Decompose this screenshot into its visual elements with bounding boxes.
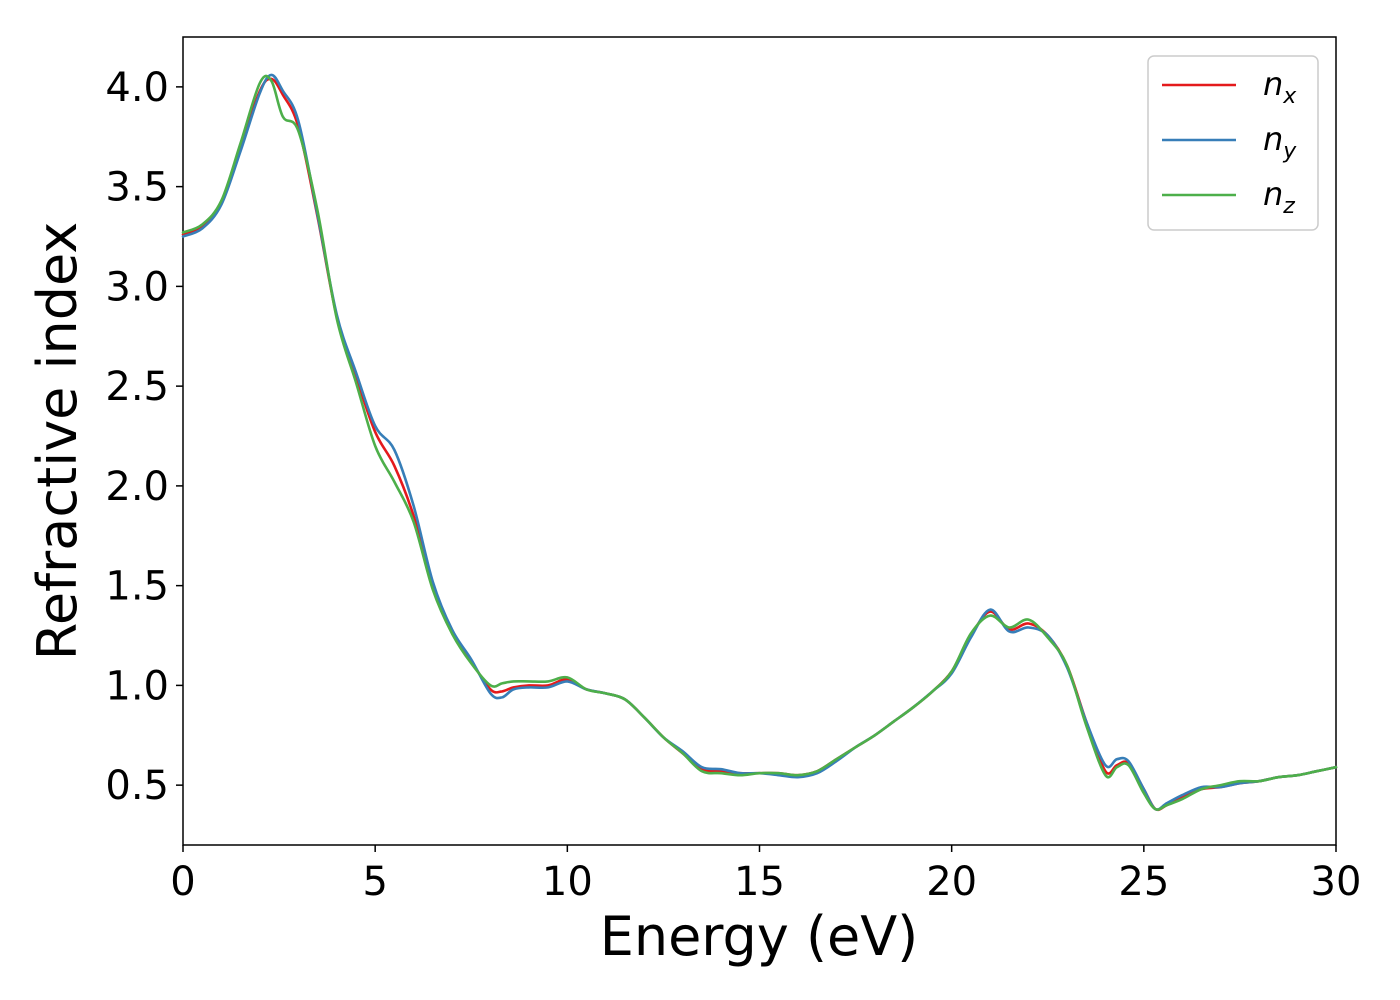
y-tick-label: 0.5 bbox=[105, 763, 169, 809]
x-tick-label: 15 bbox=[734, 859, 785, 905]
legend-label-y: ny bbox=[1263, 120, 1297, 164]
x-axis-ticks: 0 5 10 15 20 25 30 bbox=[170, 845, 1361, 905]
y-tick-label: 1.5 bbox=[105, 564, 169, 610]
x-tick-label: 10 bbox=[542, 859, 593, 905]
x-tick-label: 5 bbox=[362, 859, 387, 905]
y-tick-label: 4.0 bbox=[105, 65, 169, 111]
y-tick-label: 2.5 bbox=[105, 364, 169, 410]
y-tick-label: 1.0 bbox=[105, 663, 169, 709]
legend-label-x: nx bbox=[1263, 65, 1297, 109]
legend-label-main: n bbox=[1263, 175, 1283, 213]
legend-label-main: n bbox=[1263, 120, 1283, 158]
series-lines bbox=[181, 73, 1338, 812]
y-tick-label: 3.5 bbox=[105, 165, 169, 211]
y-axis-title: Refractive index bbox=[26, 222, 89, 661]
x-tick-label: 25 bbox=[1118, 859, 1169, 905]
legend-label-subscript: y bbox=[1282, 139, 1297, 164]
legend-label-subscript: z bbox=[1282, 194, 1295, 219]
x-axis-title: Energy (eV) bbox=[600, 905, 919, 968]
legend-label-subscript: x bbox=[1282, 84, 1297, 109]
x-tick-label: 30 bbox=[1311, 859, 1362, 905]
y-tick-label: 2.0 bbox=[105, 464, 169, 510]
x-tick-label: 20 bbox=[926, 859, 977, 905]
legend-box bbox=[1147, 55, 1319, 231]
legend-label-z: nz bbox=[1263, 175, 1295, 219]
x-tick-label: 0 bbox=[170, 859, 195, 905]
legend-label-main: n bbox=[1263, 65, 1283, 103]
series-line-z bbox=[181, 74, 1338, 811]
y-axis-ticks: 0.5 1.0 1.5 2.0 2.5 3.0 3.5 4.0 bbox=[105, 65, 183, 809]
y-tick-label: 3.0 bbox=[105, 264, 169, 310]
